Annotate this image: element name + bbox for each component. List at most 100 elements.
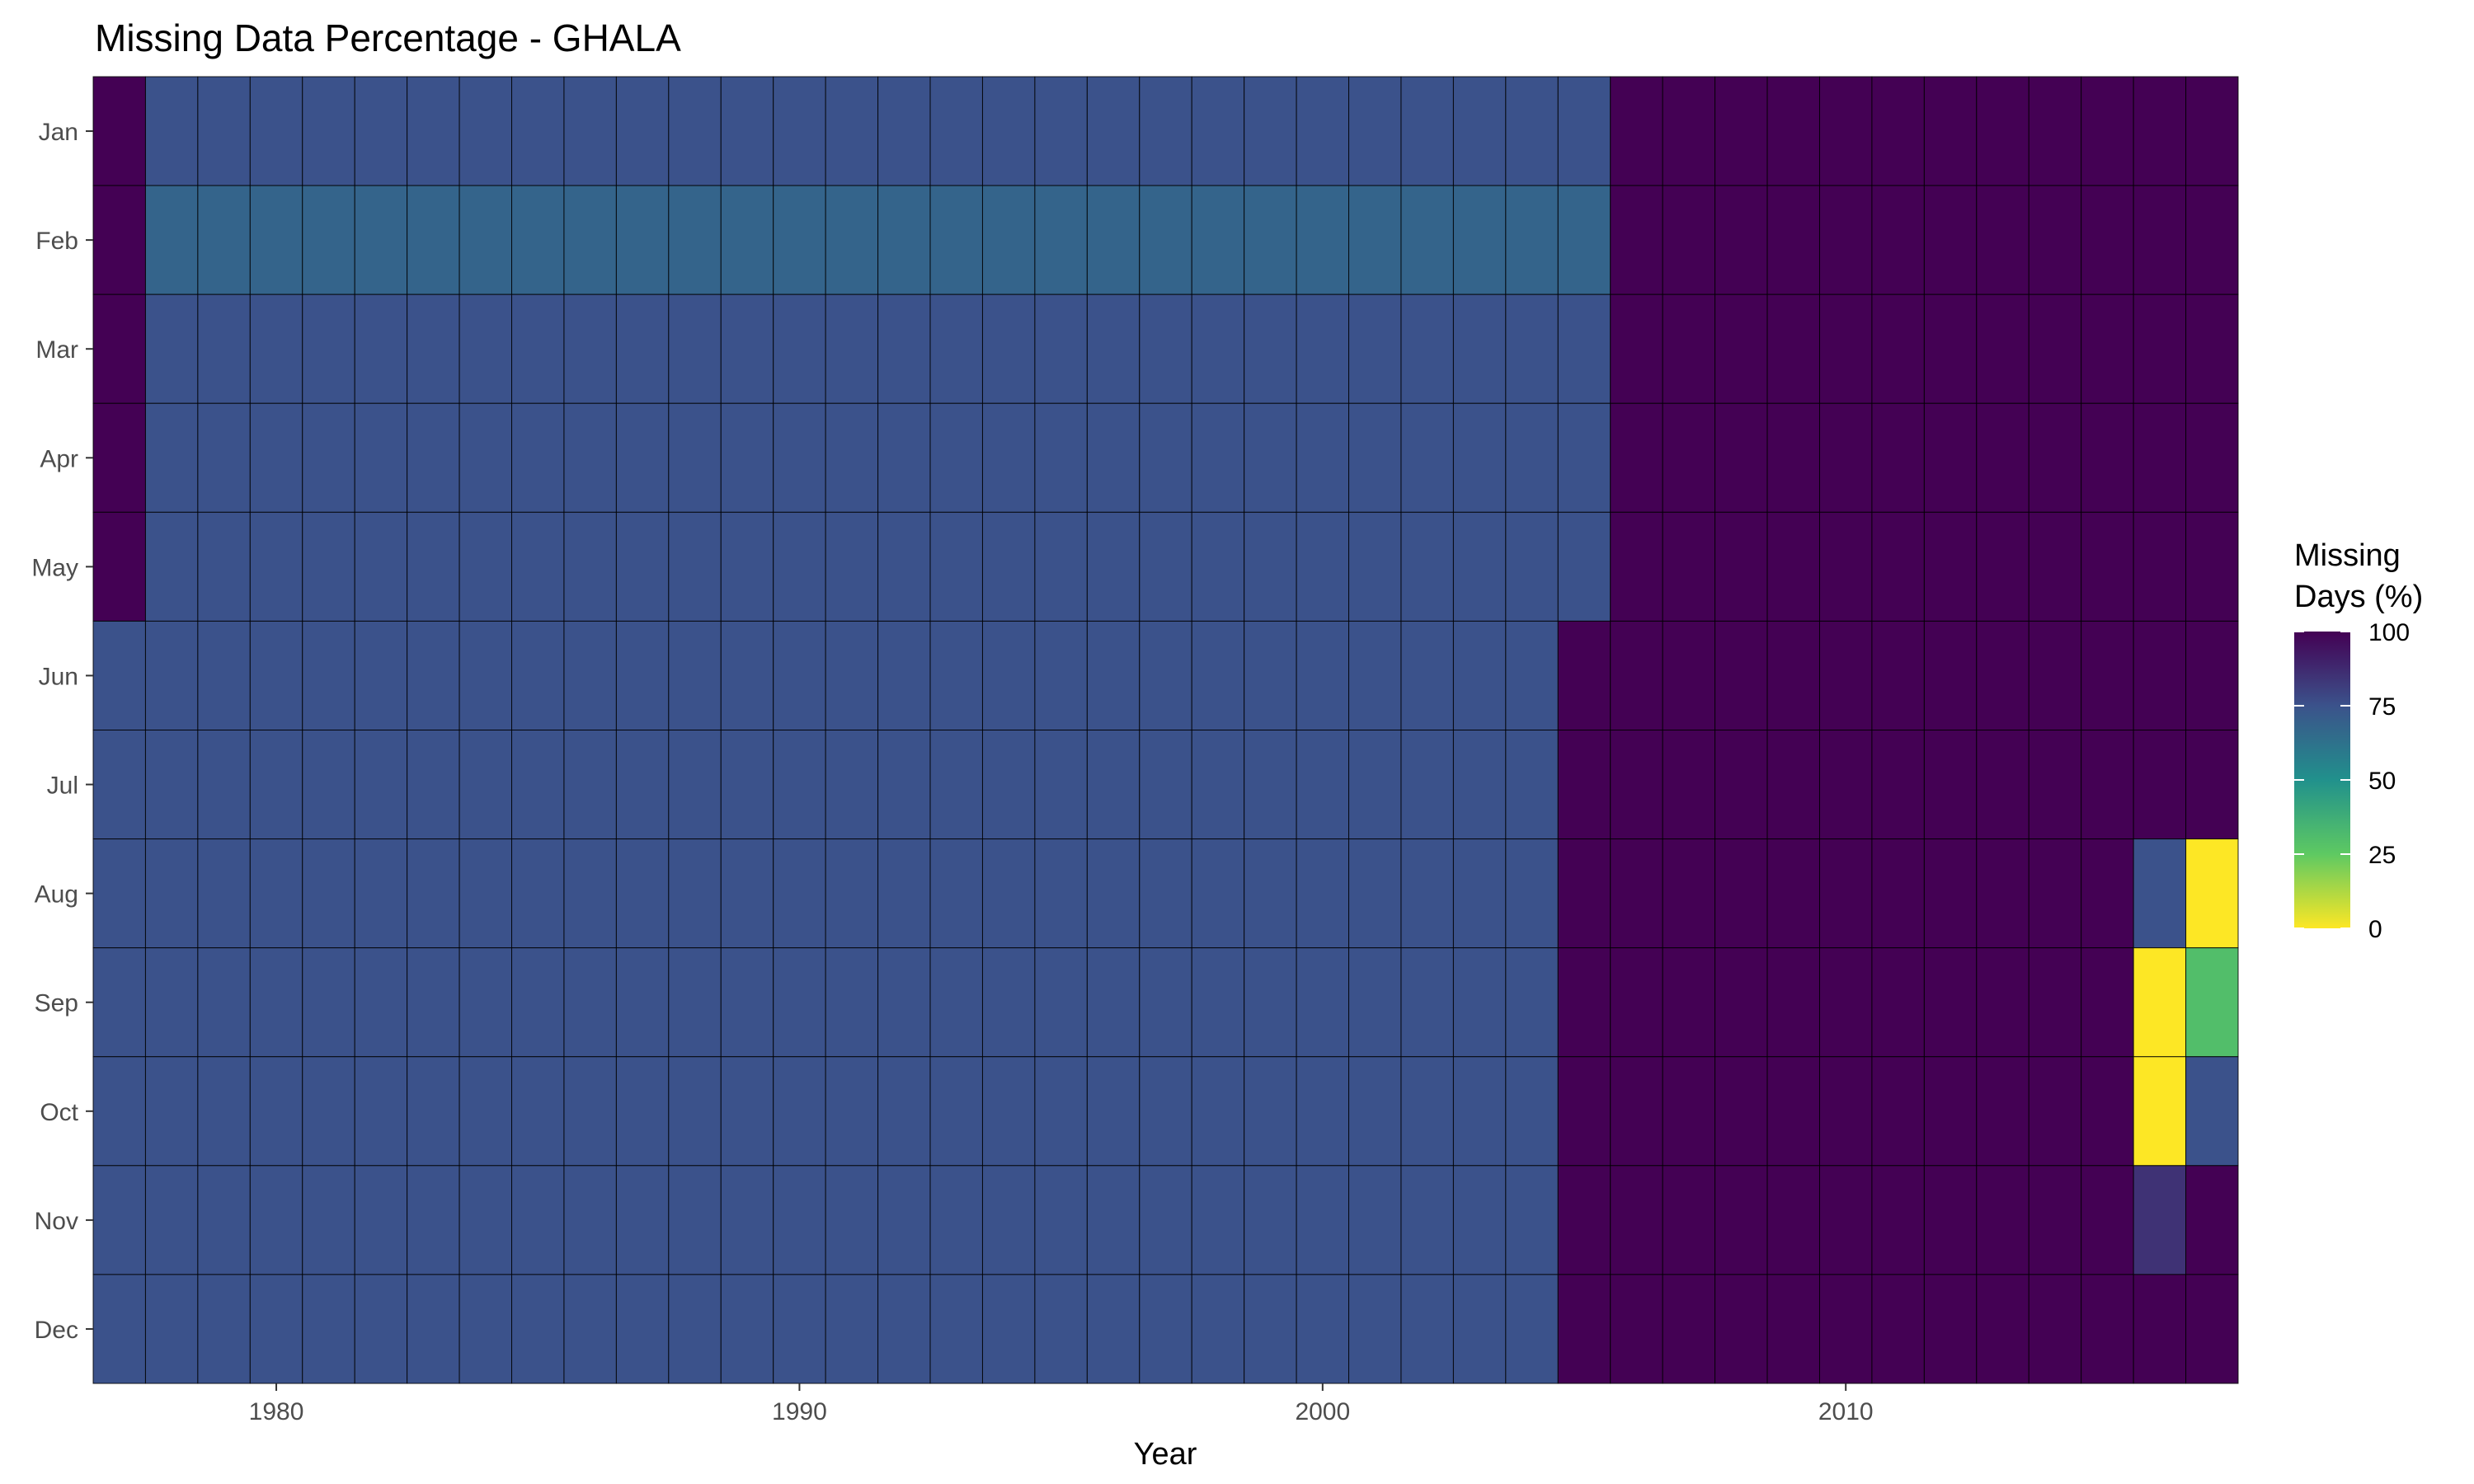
chart-title: Missing Data Percentage - GHALA [95,16,681,59]
heatmap-cell [1610,730,1663,840]
heatmap-cell [1034,620,1088,730]
y-tick-label: Sep [35,990,78,1017]
heatmap-cell [1505,1274,1559,1384]
heatmap-cell [1662,185,1716,295]
heatmap-cell [1348,76,1402,186]
heatmap-cell [877,294,931,404]
heatmap-cell [1348,838,1402,949]
heatmap-cell [1034,947,1088,1058]
heatmap-cell [92,1165,146,1275]
heatmap-cell [1818,1165,1873,1275]
heatmap-cell [1610,620,1663,730]
heatmap-cell [249,185,303,295]
heatmap-cell [563,1165,617,1275]
x-tick-label: 2010 [1818,1398,1874,1425]
heatmap-cell [1557,620,1611,730]
heatmap-cell [1244,294,1297,404]
heatmap-cell [249,1274,303,1384]
heatmap-cell [459,294,513,404]
heatmap-cell [773,620,826,730]
heatmap-cell [1871,1274,1925,1384]
heatmap-cell [249,76,303,186]
heatmap-cell [2133,1165,2187,1275]
heatmap-cell [1400,1165,1454,1275]
heatmap-cell [1086,1165,1141,1275]
heatmap-cell [1191,76,1245,186]
heatmap-cell [1244,730,1297,840]
heatmap-cell [1662,620,1716,730]
heatmap-cell [197,1056,251,1167]
heatmap-cell [1923,1274,1978,1384]
heatmap-cell [197,402,251,513]
heatmap-cell [720,838,774,949]
heatmap-cell [2185,947,2239,1058]
heatmap-cell [459,1165,513,1275]
heatmap-cell [1244,947,1297,1058]
heatmap-cell [2133,620,2187,730]
heatmap-cell [1976,76,2030,186]
heatmap-cell [1714,730,1768,840]
heatmap-cell [511,620,565,730]
heatmap-cell [1923,1165,1978,1275]
heatmap-cell [1086,511,1141,622]
heatmap-cell [563,620,617,730]
heatmap-cell [563,511,617,622]
heatmap-cell [1034,838,1088,949]
heatmap-cell [407,838,460,949]
heatmap-cell [2133,730,2187,840]
heatmap-cell [2185,402,2239,513]
heatmap-cell [354,511,408,622]
heatmap-cell [720,511,774,622]
heatmap-cell [1452,294,1507,404]
heatmap-cell [981,1274,1036,1384]
heatmap-cell [1662,511,1716,622]
y-axis: Jan Feb Mar Apr May Jun Jul Aug Sep Oct Nov Dec [31,119,93,1344]
heatmap-cell [1296,511,1350,622]
heatmap-cell [1976,947,2030,1058]
heatmap-cell [1976,511,2030,622]
heatmap-cell [1296,185,1350,295]
heatmap-cell [1714,1165,1768,1275]
heatmap-cell [1348,511,1402,622]
heatmap-cell [302,620,355,730]
heatmap-cell [249,511,303,622]
heatmap-cell [1557,185,1611,295]
heatmap-cell [1452,730,1507,840]
y-tick-label: Jun [39,663,78,690]
heatmap-cell [511,1165,565,1275]
heatmap-cell [877,730,931,840]
heatmap-cell [1871,1056,1925,1167]
heatmap-cell [92,838,146,949]
legend-title-line: Days (%) [2294,580,2423,614]
heatmap-cell [981,185,1036,295]
heatmap-cell [459,76,513,186]
heatmap-cell [407,402,460,513]
heatmap-cell [249,294,303,404]
heatmap-cell [929,838,983,949]
heatmap-cell [1505,947,1559,1058]
heatmap-cell [511,947,565,1058]
heatmap-cell [1871,76,1925,186]
heatmap-cell [981,76,1036,186]
heatmap-cell [1610,838,1663,949]
heatmap-cell [2081,511,2134,622]
heatmap-cell [354,947,408,1058]
heatmap-cell [354,1274,408,1384]
heatmap-cell [2185,838,2239,949]
heatmap-cell [511,1274,565,1384]
heatmap-cell [1662,294,1716,404]
heatmap-cell [877,402,931,513]
heatmap-cell [1139,76,1192,186]
heatmap-cell [1296,76,1350,186]
heatmap-cell [92,1274,146,1384]
heatmap-cell [615,185,670,295]
heatmap-cell [1034,511,1088,622]
heatmap-cell [1505,1165,1559,1275]
heatmap-cell [1400,511,1454,622]
heatmap-cell [1296,730,1350,840]
heatmap-cell [1400,620,1454,730]
heatmap-cell [2081,620,2134,730]
heatmap-cell [825,185,879,295]
heatmap-cell [1086,730,1141,840]
heatmap-cell [825,620,879,730]
